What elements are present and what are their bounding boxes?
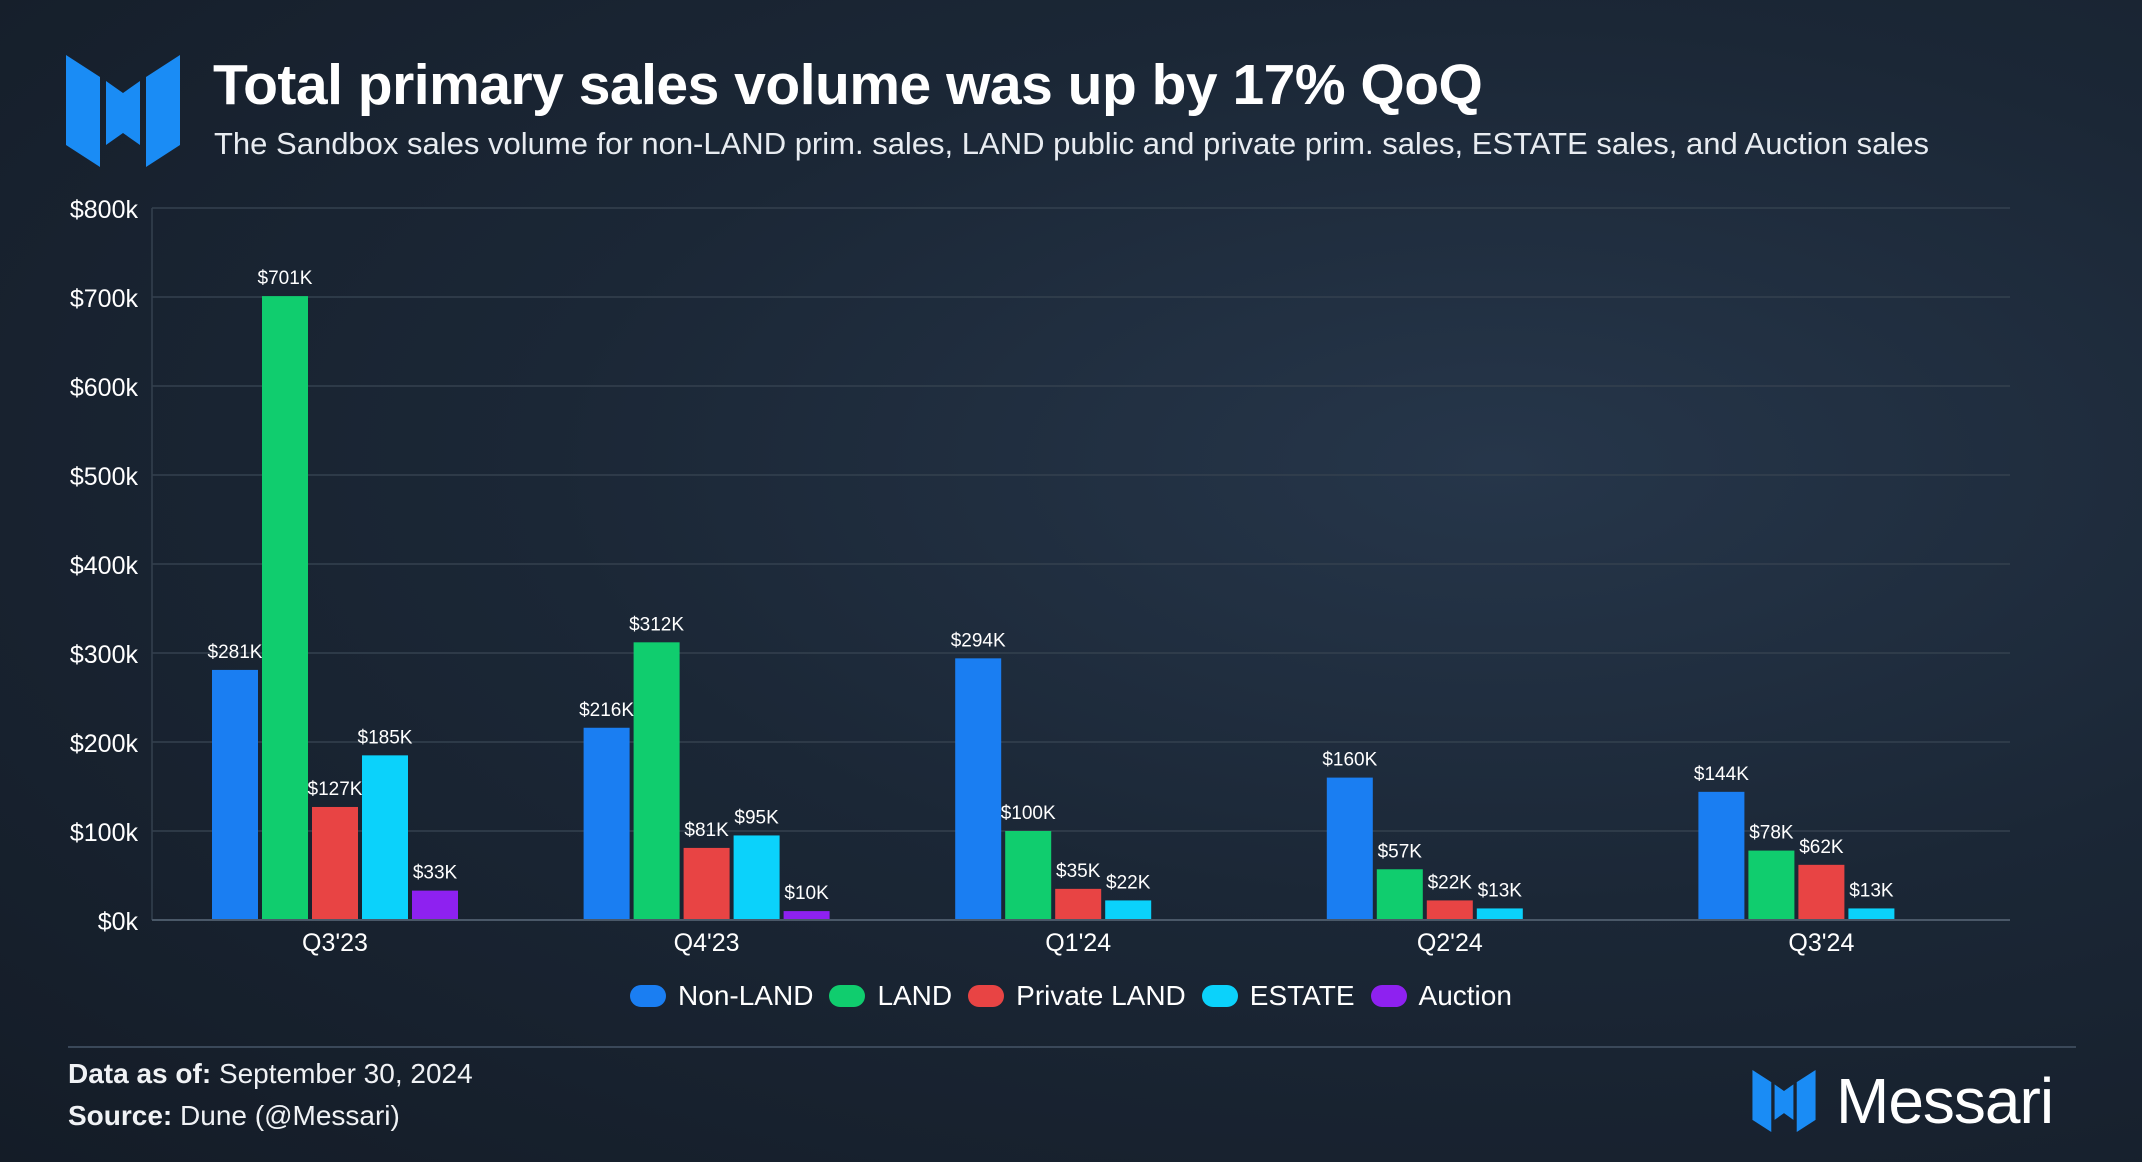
bar-non-land xyxy=(1326,777,1373,920)
data-label: $13K xyxy=(1478,880,1523,901)
data-label: $33K xyxy=(413,863,458,884)
legend-label-auction: Auction xyxy=(1418,980,1512,1011)
y-tick-label: $100k xyxy=(70,819,139,847)
x-tick-label: Q2'24 xyxy=(1417,929,1483,957)
messari-brand-icon xyxy=(1752,1070,1816,1132)
bar-estate xyxy=(362,755,408,920)
source-value: Dune (@Messari) xyxy=(180,1100,400,1131)
bar-land xyxy=(262,296,308,920)
legend-swatch-private-land xyxy=(968,985,1005,1007)
x-tick-label: Q3'23 xyxy=(302,929,368,957)
bar-land xyxy=(1748,850,1795,920)
legend-label-estate: ESTATE xyxy=(1249,980,1355,1011)
y-tick-label: $0k xyxy=(98,908,139,936)
data-label: $62K xyxy=(1799,837,1844,858)
source-label: Source: xyxy=(68,1100,173,1131)
data-label: $22K xyxy=(1428,872,1473,893)
data-label: $127K xyxy=(308,779,363,800)
data-label: $22K xyxy=(1106,872,1151,893)
data-label: $294K xyxy=(951,630,1006,651)
x-tick-label: Q3'24 xyxy=(1788,929,1854,957)
y-tick-label: $700k xyxy=(70,285,139,313)
x-tick-label: Q1'24 xyxy=(1045,929,1111,957)
data-label: $216K xyxy=(579,700,634,721)
footer-divider xyxy=(68,1046,1076,1048)
data-label: $81K xyxy=(684,820,729,841)
legend-label-non-land: Non-LAND xyxy=(678,980,814,1011)
data-label: $185K xyxy=(358,727,413,748)
bar-estate xyxy=(1848,908,1895,920)
legend-swatch-land xyxy=(829,985,866,1007)
y-tick-label: $600k xyxy=(70,374,139,402)
chart-subtitle: The Sandbox sales volume for non-LAND pr… xyxy=(214,126,1929,161)
bar-land xyxy=(1376,869,1423,920)
y-tick-label: $300k xyxy=(70,641,139,669)
bar-estate xyxy=(733,835,780,920)
bar-land xyxy=(1005,831,1052,920)
legend-label-private-land: Private LAND xyxy=(1016,980,1186,1011)
bar-estate xyxy=(1476,908,1523,920)
bar-land xyxy=(633,642,680,920)
brand-block: Messari xyxy=(1752,1064,2054,1138)
legend-swatch-non-land xyxy=(630,985,667,1007)
legend-item-land: LAND xyxy=(829,980,952,1012)
legend-item-private-land: Private LAND xyxy=(968,980,1186,1012)
bar-private-land xyxy=(1426,900,1473,920)
data-label: $701K xyxy=(258,268,313,289)
data-label: $281K xyxy=(208,642,263,663)
bar-non-land xyxy=(583,727,630,920)
bar-private-land xyxy=(683,847,730,920)
y-tick-label: $200k xyxy=(70,730,139,758)
bar-estate xyxy=(1105,900,1152,920)
bar-chart: $0k $100k $200k $300k $400k $500k $600k $700k $8… xyxy=(70,196,2010,957)
legend-swatch-estate xyxy=(1201,985,1238,1007)
bar-auction xyxy=(783,911,830,920)
chart-legend: Non-LAND LAND Private LAND ESTATE Auctio… xyxy=(0,980,2142,1012)
y-tick-label: $500k xyxy=(70,463,139,491)
bar-non-land xyxy=(955,658,1002,920)
legend-label-land: LAND xyxy=(877,980,953,1011)
bar-private-land xyxy=(1798,864,1845,920)
messari-logo-icon xyxy=(66,55,180,167)
y-tick-label: $400k xyxy=(70,552,139,580)
bar-private-land xyxy=(1055,888,1102,920)
source-note: Source: Dune (@Messari) xyxy=(68,1100,400,1132)
data-as-of-value: September 30, 2024 xyxy=(218,1058,473,1089)
data-as-of-label: Data as of: xyxy=(68,1058,212,1089)
legend-item-auction: Auction xyxy=(1370,980,1512,1012)
data-label: $35K xyxy=(1056,861,1101,882)
data-label: $160K xyxy=(1322,750,1377,771)
bar-auction xyxy=(412,890,458,920)
legend-item-estate: ESTATE xyxy=(1201,980,1355,1012)
data-label: $57K xyxy=(1378,841,1423,862)
footer-divider-right xyxy=(1076,1046,2076,1048)
legend-swatch-auction xyxy=(1370,985,1407,1007)
data-as-of-note: Data as of: September 30, 2024 xyxy=(68,1058,473,1090)
bar-non-land xyxy=(212,669,258,920)
data-label: $312K xyxy=(629,614,684,635)
data-label: $78K xyxy=(1749,823,1794,844)
data-label: $13K xyxy=(1849,880,1894,901)
legend-item-non-land: Non-LAND xyxy=(630,980,813,1012)
bar-private-land xyxy=(312,806,358,920)
data-label: $95K xyxy=(734,807,779,828)
brand-name: Messari xyxy=(1836,1065,2054,1137)
bar-non-land xyxy=(1698,791,1745,920)
chart-title: Total primary sales volume was up by 17%… xyxy=(213,53,1483,117)
data-label: $10K xyxy=(784,883,829,904)
x-tick-label: Q4'23 xyxy=(674,929,740,957)
data-label: $144K xyxy=(1694,764,1749,785)
data-label: $100K xyxy=(1001,803,1056,824)
y-tick-label: $800k xyxy=(70,196,139,224)
